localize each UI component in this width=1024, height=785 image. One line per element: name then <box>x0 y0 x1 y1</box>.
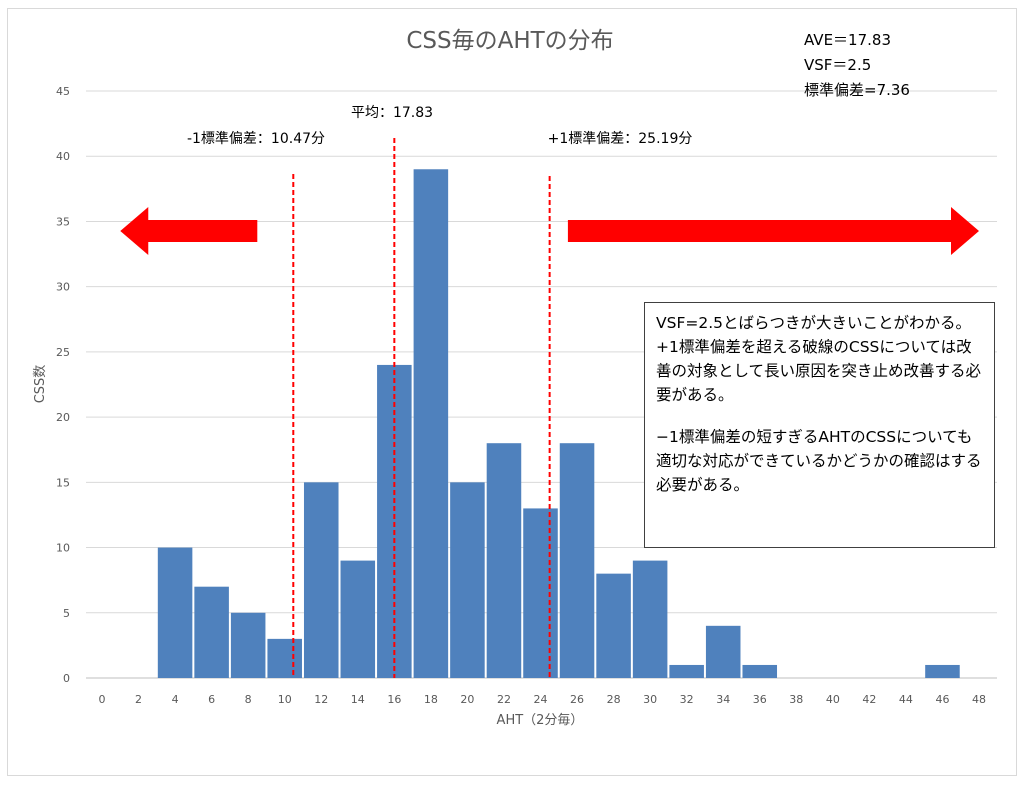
note-paragraph-1: VSF=2.5とばらつきが大きいことがわかる。 <box>656 314 971 332</box>
histogram-bar <box>267 638 302 678</box>
histogram-bar <box>596 573 631 678</box>
histogram-bar <box>340 560 376 678</box>
histogram-bar <box>669 664 704 678</box>
x-tick-label: 8 <box>245 693 252 706</box>
x-tick-label: 32 <box>680 693 694 706</box>
reference-lines <box>292 138 551 678</box>
reference-label: 平均：17.83 <box>351 105 433 121</box>
x-tick-label: 28 <box>607 693 621 706</box>
histogram-bar <box>523 508 558 678</box>
x-tick-label: 26 <box>570 693 584 706</box>
x-tick-label: 36 <box>753 693 767 706</box>
y-tick-label: 25 <box>56 346 70 359</box>
x-tick-label: 22 <box>497 693 511 706</box>
annotation-note: VSF=2.5とばらつきが大きいことがわかる。 +1標準偏差を超える破線のCSS… <box>644 302 995 548</box>
x-tick-label: 30 <box>643 693 657 706</box>
histogram-bar <box>377 364 412 678</box>
x-tick-label: 12 <box>314 693 328 706</box>
x-tick-label: 2 <box>135 693 142 706</box>
y-tick-label: 0 <box>63 672 70 685</box>
histogram-bar <box>157 547 193 678</box>
x-tick-labels: 0 2 4 6 8 10 12 14 16 18 20 22 24 26 28 30 32 34 36 38 40 42 4… <box>99 693 987 706</box>
histogram-bar <box>632 560 668 678</box>
left-arrow <box>120 207 258 255</box>
reference-label: -1標準偏差：10.47分 <box>187 131 325 147</box>
x-tick-label: 46 <box>935 693 949 706</box>
histogram-bar <box>413 169 449 678</box>
note-paragraph-2: +1標準偏差を超える破線のCSSについては改善の対象として長い原因を突き止め改善… <box>656 338 982 404</box>
y-tick-label: 35 <box>56 215 70 228</box>
x-tick-label: 34 <box>716 693 730 706</box>
histogram-bar <box>559 443 595 678</box>
y-axis-label: CSS数 <box>33 365 48 404</box>
vsf-stat: VSF＝2.5 <box>804 56 872 74</box>
y-tick-label: 15 <box>56 476 70 489</box>
x-tick-label: 44 <box>899 693 913 706</box>
y-tick-labels: 0 5 10 15 20 25 30 35 40 45 <box>56 85 70 685</box>
x-tick-label: 14 <box>351 693 365 706</box>
x-tick-label: 16 <box>387 693 401 706</box>
x-tick-label: 42 <box>862 693 876 706</box>
x-tick-label: 6 <box>208 693 215 706</box>
reference-labels: -1標準偏差：10.47分 平均：17.83 +1標準偏差：25.19分 <box>187 105 692 147</box>
x-tick-label: 24 <box>534 693 548 706</box>
note-paragraph-3: −1標準偏差の短すぎるAHTのCSSについても適切な対応ができているかどうかの確… <box>656 428 982 494</box>
reference-label: +1標準偏差：25.19分 <box>548 131 693 147</box>
y-tick-label: 40 <box>56 150 70 163</box>
arrows <box>120 207 979 255</box>
histogram-bar <box>705 625 741 678</box>
x-tick-label: 10 <box>278 693 292 706</box>
y-tick-label: 45 <box>56 85 70 98</box>
chart-title: CSS毎のAHTの分布 <box>406 28 613 54</box>
x-tick-label: 40 <box>826 693 840 706</box>
x-tick-label: 18 <box>424 693 438 706</box>
histogram-bar <box>486 443 522 678</box>
histogram-bar <box>925 664 960 678</box>
y-tick-label: 10 <box>56 542 70 555</box>
average-stat: AVE＝17.83 <box>804 31 891 49</box>
stats-box: AVE＝17.83 VSF＝2.5 標準偏差=7.36 <box>804 28 910 103</box>
x-tick-label: 38 <box>789 693 803 706</box>
std-stat: 標準偏差=7.36 <box>804 81 910 99</box>
y-tick-label: 20 <box>56 411 70 424</box>
x-tick-label: 4 <box>172 693 179 706</box>
right-arrow <box>567 207 979 255</box>
y-tick-label: 5 <box>63 607 70 620</box>
x-axis-label: AHT（2分毎） <box>497 712 584 728</box>
histogram-bar <box>230 612 266 678</box>
histogram-bar <box>194 586 229 678</box>
bars <box>157 169 960 678</box>
histogram-bar <box>303 482 339 678</box>
x-tick-label: 20 <box>460 693 474 706</box>
x-tick-label: 48 <box>972 693 986 706</box>
histogram-bar <box>450 482 485 678</box>
x-tick-label: 0 <box>99 693 106 706</box>
histogram-bar <box>742 664 778 678</box>
y-tick-label: 30 <box>56 281 70 294</box>
